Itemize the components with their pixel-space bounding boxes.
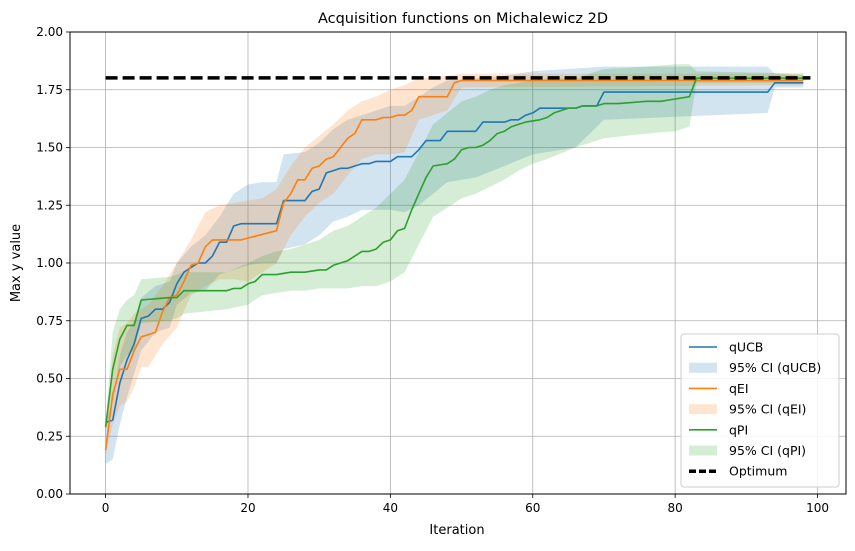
ci-band-qucb bbox=[105, 66, 804, 464]
legend-label-ci-qei: 95% CI (qEI) bbox=[729, 402, 806, 417]
y-axis-label: Max y value bbox=[9, 224, 24, 302]
y-tick-label: 2.00 bbox=[36, 25, 63, 39]
y-tick-label: 0.50 bbox=[36, 372, 63, 386]
x-axis-ticks: 0 20 40 60 80 100 bbox=[102, 494, 829, 515]
ci-band-qpi bbox=[105, 64, 804, 432]
chart-title: Acquisition functions on Michalewicz 2D bbox=[318, 11, 608, 27]
y-tick-label: 1.25 bbox=[36, 198, 63, 212]
legend: qUCB 95% CI (qUCB) qEI 95% CI (qEI) qPI 95% C… bbox=[680, 333, 840, 488]
x-tick-label: 20 bbox=[240, 501, 255, 515]
y-tick-label: 1.50 bbox=[36, 141, 63, 155]
x-tick-label: 80 bbox=[667, 501, 682, 515]
legend-box bbox=[680, 333, 840, 488]
series-line-qei bbox=[104, 79, 804, 451]
x-axis-label: Iteration bbox=[429, 523, 484, 538]
x-tick-label: 0 bbox=[102, 501, 110, 515]
y-tick-label: 0.00 bbox=[36, 487, 63, 501]
y-tick-label: 1.75 bbox=[36, 83, 63, 97]
ci-band-qei bbox=[105, 73, 804, 455]
y-tick-label: 1.00 bbox=[36, 256, 63, 270]
legend-label-qei: qEI bbox=[729, 381, 749, 396]
legend-label-qucb: qUCB bbox=[729, 340, 763, 355]
legend-label-optimum: Optimum bbox=[729, 464, 787, 479]
y-tick-label: 0.75 bbox=[36, 314, 63, 328]
legend-label-ci-qpi: 95% CI (qPI) bbox=[729, 443, 806, 458]
x-tick-label: 60 bbox=[525, 501, 540, 515]
legend-label-ci-qucb: 95% CI (qUCB) bbox=[729, 360, 821, 375]
x-tick-label: 100 bbox=[806, 501, 829, 515]
series-lines bbox=[104, 77, 804, 451]
ci-bands bbox=[105, 64, 804, 464]
legend-swatch-ci-qpi bbox=[689, 445, 717, 456]
legend-label-qpi: qPI bbox=[729, 422, 748, 437]
legend-swatch-ci-qucb bbox=[689, 362, 717, 373]
series-line-qpi bbox=[104, 77, 804, 428]
y-tick-label: 0.25 bbox=[36, 429, 63, 443]
y-axis-ticks: 0.00 0.25 0.50 0.75 1.00 1.25 1.50 1.75 2.00 bbox=[36, 25, 70, 501]
x-tick-label: 40 bbox=[383, 501, 398, 515]
legend-swatch-ci-qei bbox=[689, 404, 717, 415]
